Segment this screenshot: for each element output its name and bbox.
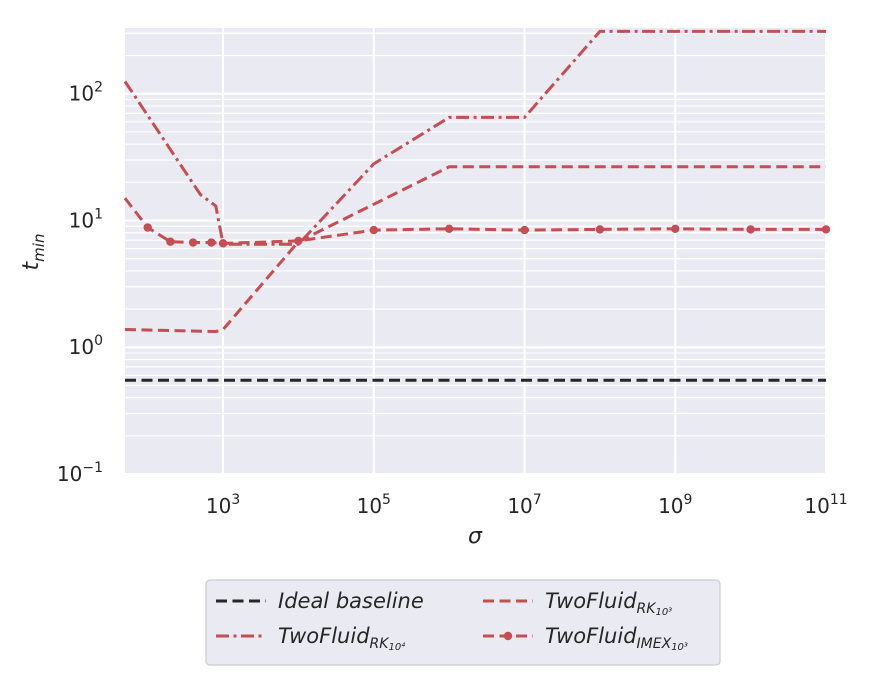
data-point bbox=[746, 225, 755, 234]
series-2 bbox=[124, 165, 826, 334]
data-point bbox=[294, 236, 303, 246]
series-line bbox=[123, 29, 826, 246]
data-point bbox=[595, 225, 605, 234]
legend-item: TwoFluidRK10³ bbox=[483, 589, 672, 618]
data-point bbox=[207, 238, 216, 247]
legend-item: TwoFluidIMEX10³ bbox=[483, 624, 688, 653]
legend: Ideal baseline TwoFluidRK10⁴ TwoFluidRK10³… bbox=[205, 579, 721, 666]
data-point bbox=[218, 239, 228, 248]
y-tick-labels: 10−1 100 101 102 bbox=[57, 80, 103, 486]
series-line bbox=[124, 165, 826, 334]
series-1 bbox=[123, 29, 826, 246]
series-layer bbox=[123, 29, 831, 382]
legend-box bbox=[205, 579, 721, 666]
y-tick-label: 100 bbox=[69, 333, 103, 359]
legend-label: TwoFluidIMEX10³ bbox=[545, 624, 688, 653]
x-axis-label: σ bbox=[468, 524, 483, 549]
data-point bbox=[166, 237, 175, 246]
grid bbox=[125, 28, 827, 475]
data-point bbox=[520, 225, 529, 235]
x-tick-label: 103 bbox=[206, 492, 240, 518]
y-tick-label: 102 bbox=[69, 80, 103, 106]
x-tick-label: 1011 bbox=[804, 492, 847, 518]
data-point bbox=[444, 224, 454, 233]
legend-label: Ideal baseline bbox=[278, 589, 424, 613]
data-point bbox=[671, 224, 680, 233]
data-point bbox=[821, 225, 831, 234]
plot-area bbox=[125, 28, 826, 474]
x-tick-label: 105 bbox=[357, 492, 391, 518]
legend-label: TwoFluidRK10³ bbox=[545, 589, 672, 618]
x-tick-labels: 103 105 107 109 1011 bbox=[206, 492, 848, 518]
x-tick-label: 107 bbox=[507, 492, 541, 518]
data-point bbox=[143, 223, 152, 232]
data-point bbox=[369, 225, 378, 235]
x-tick-label: 109 bbox=[658, 492, 692, 518]
series-3 bbox=[123, 197, 831, 248]
legend-item: TwoFluidRK10⁴ bbox=[216, 624, 405, 653]
y-tick-label: 10−1 bbox=[57, 460, 103, 486]
y-axis-label: tmin bbox=[19, 234, 48, 271]
legend-item: Ideal baseline bbox=[216, 589, 424, 613]
legend-label: TwoFluidRK10⁴ bbox=[278, 624, 405, 653]
data-point bbox=[188, 238, 198, 247]
y-tick-label: 101 bbox=[69, 206, 103, 232]
legend-marker bbox=[503, 631, 513, 641]
